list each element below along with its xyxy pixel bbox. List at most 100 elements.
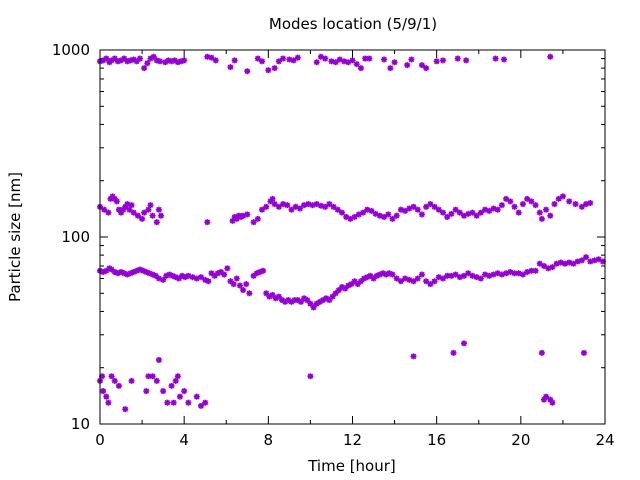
- data-point: [353, 61, 360, 68]
- data-point: [115, 382, 122, 389]
- data-point: [549, 399, 556, 406]
- data-point: [492, 55, 499, 62]
- data-point: [360, 209, 367, 216]
- data-point: [532, 202, 539, 209]
- data-point: [240, 287, 247, 294]
- data-point: [511, 203, 518, 210]
- data-point: [254, 215, 261, 222]
- data-point: [423, 278, 430, 285]
- data-point: [580, 349, 587, 356]
- tick-labels: 0 4 8 12 16 20 24 10 100 1000: [52, 41, 615, 449]
- data-point: [284, 202, 291, 209]
- data-point: [427, 281, 434, 288]
- data-point: [540, 262, 547, 269]
- data-point: [334, 206, 341, 213]
- data-point: [233, 275, 240, 282]
- data-point: [326, 201, 333, 208]
- data-point: [259, 58, 266, 65]
- data-point: [130, 209, 137, 216]
- data-point: [205, 278, 212, 285]
- data-point: [393, 275, 400, 282]
- data-point: [431, 278, 438, 285]
- data-point: [338, 209, 345, 216]
- data-point: [391, 59, 398, 66]
- data-point: [370, 275, 377, 282]
- data-point: [99, 373, 106, 380]
- data-point: [204, 53, 211, 60]
- data-point: [263, 203, 270, 210]
- x-tick-label: 8: [264, 431, 274, 449]
- data-point: [108, 373, 115, 380]
- data-point: [431, 203, 438, 210]
- data-point: [254, 55, 261, 62]
- data-point: [227, 64, 234, 71]
- y-tick-label: 10: [71, 415, 90, 433]
- data-point: [290, 57, 297, 64]
- data-point: [351, 213, 358, 220]
- data-point: [538, 215, 545, 222]
- data-point: [454, 55, 461, 62]
- y-axis-label: Particle size [nm]: [6, 172, 24, 302]
- data-point: [349, 57, 356, 64]
- data-point: [528, 198, 535, 205]
- y-tick-label: 1000: [52, 41, 90, 59]
- data-point: [224, 265, 231, 272]
- data-point: [176, 393, 183, 400]
- data-point: [231, 57, 238, 64]
- data-point: [414, 275, 421, 282]
- data-point: [418, 211, 425, 218]
- data-point: [538, 349, 545, 356]
- data-point: [271, 65, 278, 72]
- data-point: [389, 215, 396, 222]
- data-point: [450, 349, 457, 356]
- x-tick-label: 20: [511, 431, 530, 449]
- data-point: [381, 56, 388, 63]
- data-point: [156, 58, 163, 65]
- data-point: [418, 271, 425, 278]
- data-point: [452, 206, 459, 213]
- axis-ticks: [99, 49, 606, 425]
- data-point: [566, 198, 573, 205]
- data-point: [211, 272, 218, 279]
- data-point: [543, 393, 550, 400]
- data-point: [435, 206, 442, 213]
- data-point: [230, 281, 237, 288]
- data-point: [477, 209, 484, 216]
- data-point: [105, 209, 112, 216]
- data-point: [578, 257, 585, 264]
- data-point: [427, 201, 434, 208]
- data-point: [494, 206, 501, 213]
- data-point: [543, 206, 550, 213]
- y-tick-label: 100: [61, 228, 90, 246]
- data-point: [244, 68, 251, 75]
- data-point: [578, 203, 585, 210]
- data-point: [174, 373, 181, 380]
- data-point: [555, 195, 562, 202]
- data-point: [463, 57, 470, 64]
- data-point: [105, 399, 112, 406]
- data-point: [221, 271, 228, 278]
- data-point: [149, 212, 156, 219]
- data-point: [113, 198, 120, 205]
- data-point: [549, 264, 556, 271]
- data-point: [402, 207, 409, 214]
- data-point: [501, 56, 507, 63]
- data-point: [599, 258, 606, 265]
- data-point: [153, 377, 160, 384]
- data-point: [583, 254, 590, 261]
- data-point: [243, 281, 250, 288]
- data-point: [387, 65, 394, 72]
- data-point: [170, 399, 177, 406]
- data-point: [122, 406, 129, 413]
- data-point: [461, 340, 468, 347]
- data-point: [448, 210, 455, 217]
- data-point: [519, 271, 526, 278]
- data-point: [236, 282, 243, 289]
- data-point: [271, 201, 278, 208]
- x-axis-label: Time [hour]: [307, 457, 396, 475]
- data-point: [128, 377, 135, 384]
- data-point: [212, 57, 219, 64]
- data-point: [149, 373, 156, 380]
- data-point: [244, 211, 251, 218]
